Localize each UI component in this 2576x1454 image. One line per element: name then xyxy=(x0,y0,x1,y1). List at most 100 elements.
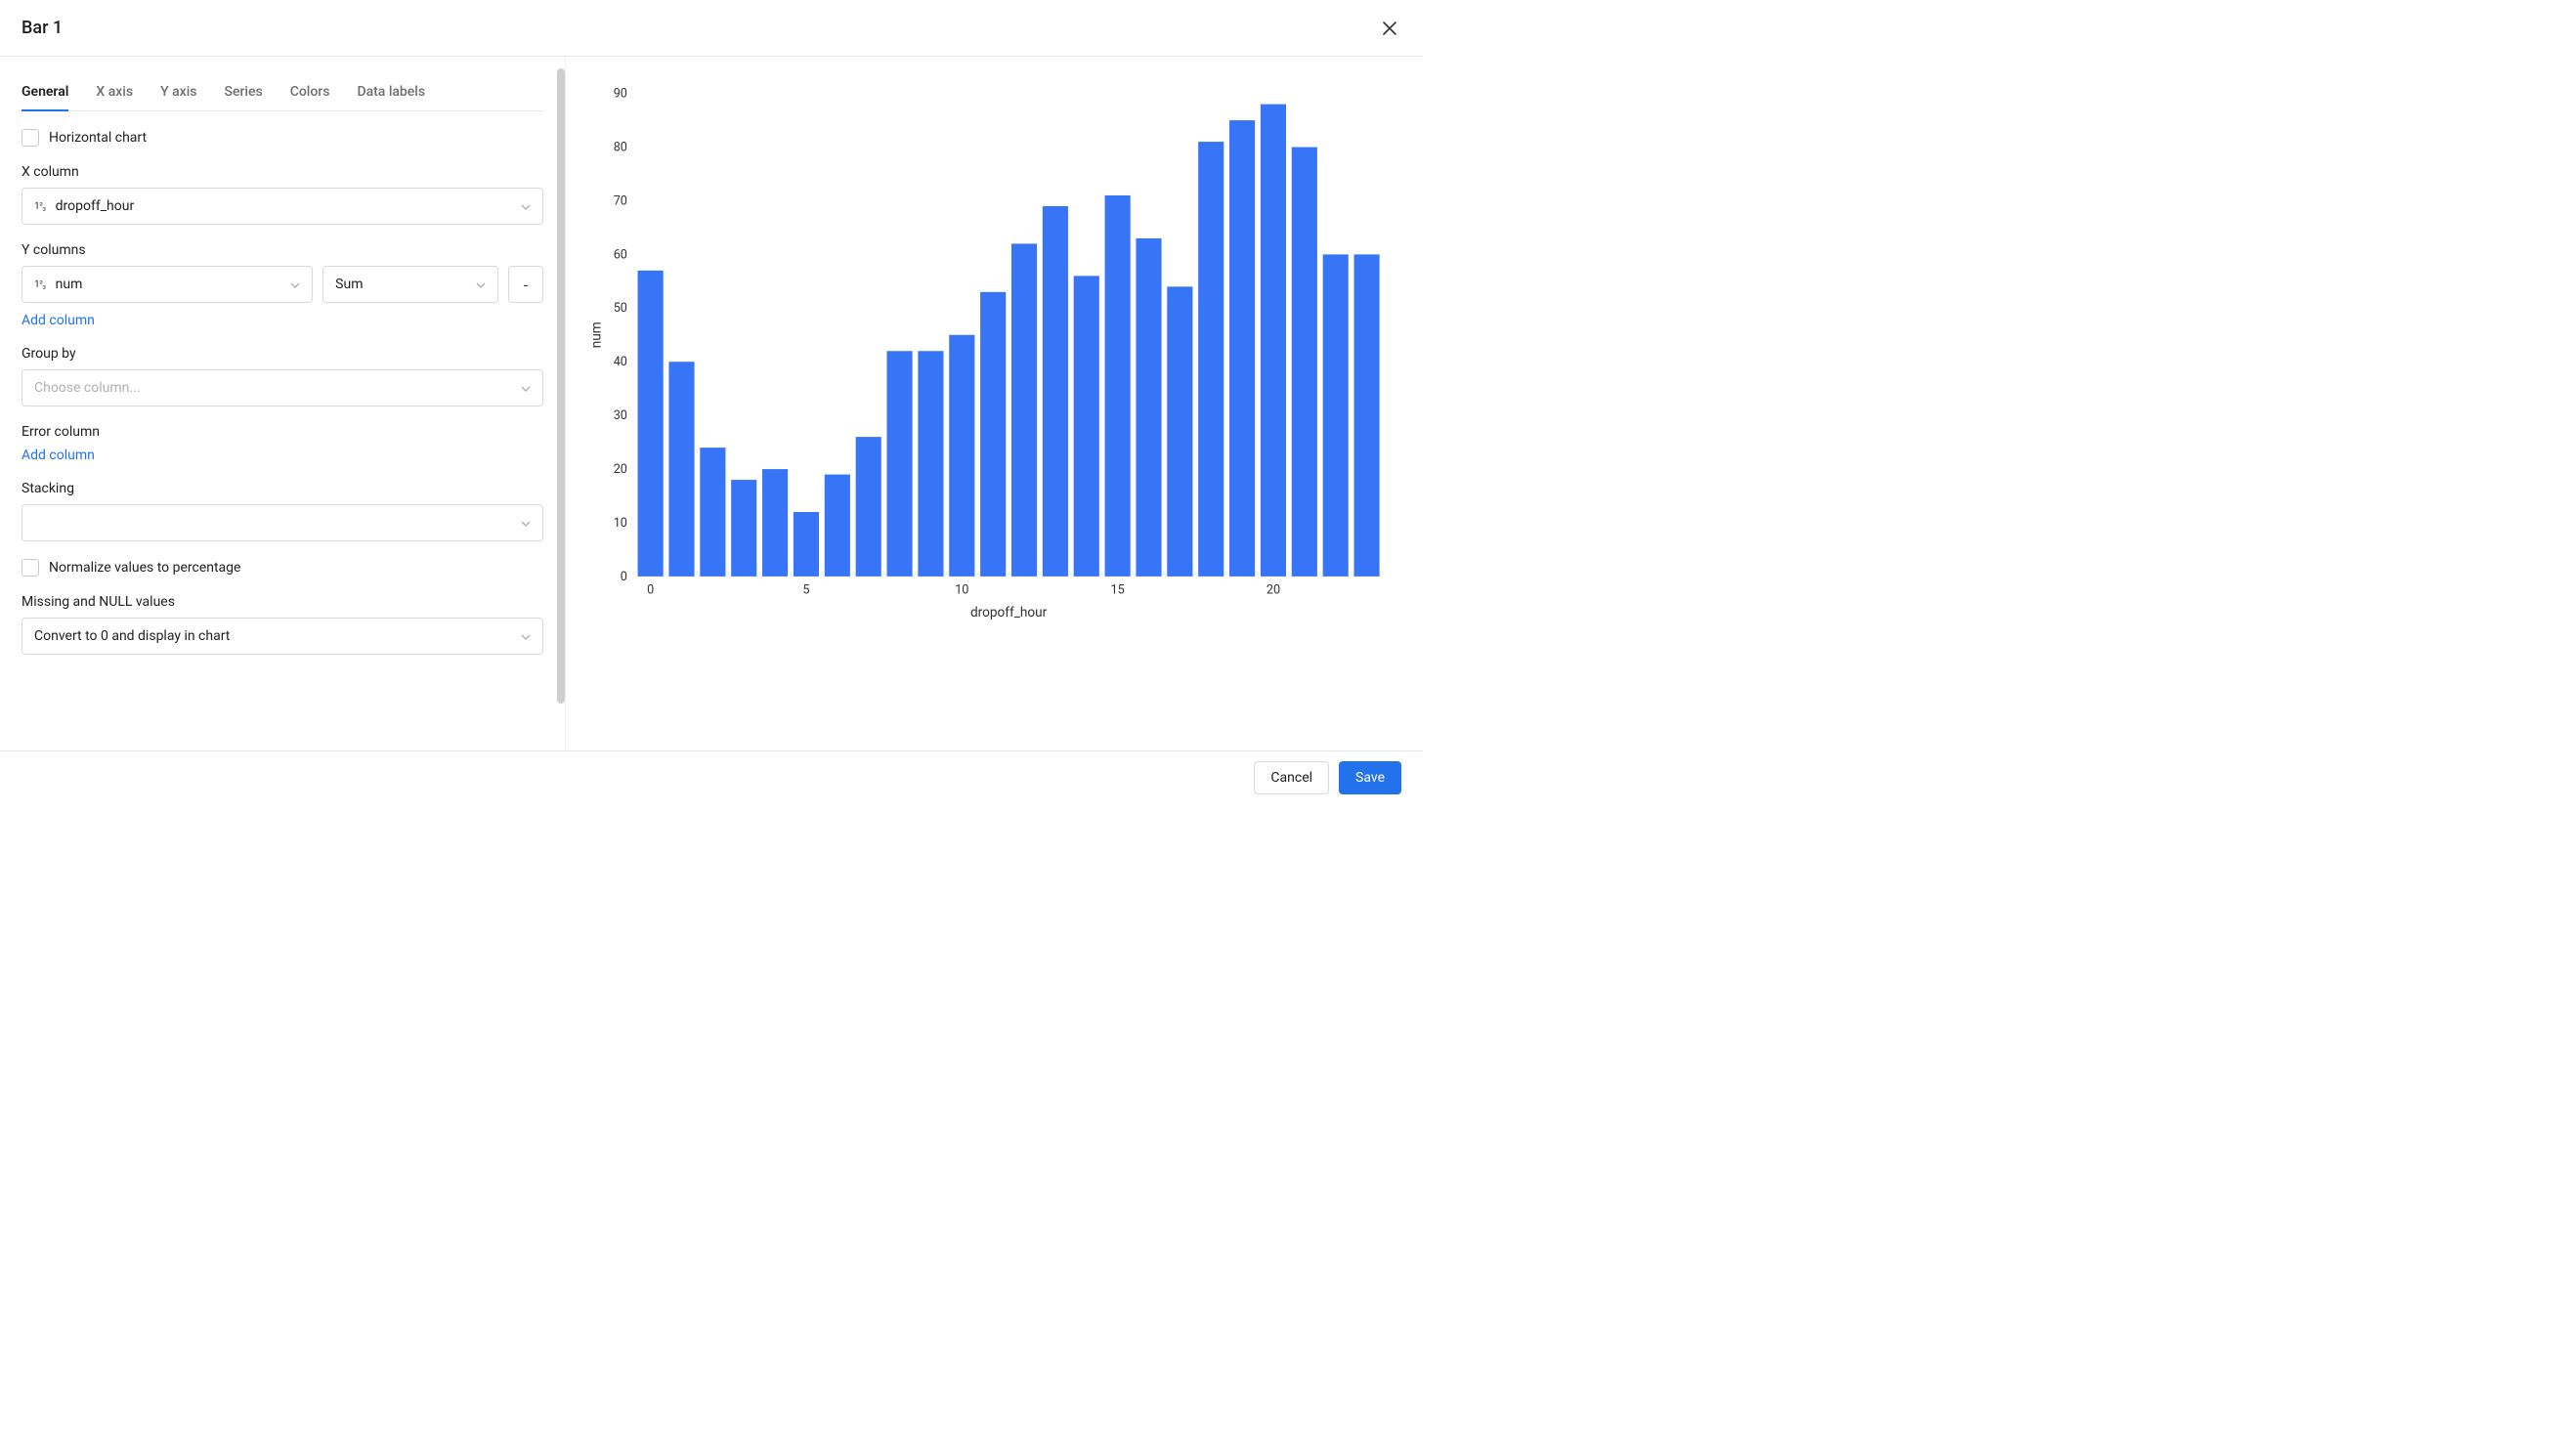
error-column-label: Error column xyxy=(21,424,543,440)
bar xyxy=(1323,254,1349,577)
normalize-checkbox[interactable] xyxy=(21,559,39,577)
bar xyxy=(731,480,756,577)
bar xyxy=(918,351,943,577)
tab-general[interactable]: General xyxy=(21,76,68,111)
missing-null-select[interactable]: Convert to 0 and display in chart xyxy=(21,618,543,655)
chart-area: 0 10 20 30 40 50 60 70 80 90 0 5 10 15 20 dropoff_hour n… xyxy=(589,80,1399,750)
dialog-header: Bar 1 xyxy=(0,0,1423,57)
x-column-label: X column xyxy=(21,164,543,180)
bar xyxy=(1011,243,1037,577)
x-column-row: X column 1²₃ dropoff_hour xyxy=(21,164,543,225)
y-column-select[interactable]: 1²₃ num xyxy=(21,266,313,303)
dialog-footer: Cancel Save xyxy=(0,750,1423,803)
svg-text:dropoff_hour: dropoff_hour xyxy=(970,605,1048,620)
close-icon[interactable] xyxy=(1378,17,1401,40)
svg-text:80: 80 xyxy=(614,140,627,154)
normalize-label: Normalize values to percentage xyxy=(49,560,240,576)
y-column-value: num xyxy=(56,277,83,292)
x-column-select[interactable]: 1²₃ dropoff_hour xyxy=(21,188,543,225)
svg-text:0: 0 xyxy=(647,582,654,597)
bar xyxy=(886,351,912,577)
bar xyxy=(1136,238,1161,577)
bar xyxy=(825,475,850,577)
missing-null-label: Missing and NULL values xyxy=(21,594,543,610)
bar xyxy=(700,448,725,577)
horizontal-chart-row[interactable]: Horizontal chart xyxy=(21,129,543,147)
horizontal-chart-checkbox[interactable] xyxy=(21,129,39,147)
group-by-row: Group by Choose column... xyxy=(21,346,543,406)
add-y-column-link[interactable]: Add column xyxy=(21,313,95,328)
tab-colors[interactable]: Colors xyxy=(290,76,330,111)
svg-text:50: 50 xyxy=(614,301,627,316)
bar xyxy=(762,469,788,577)
bar xyxy=(949,335,974,577)
bar xyxy=(1353,254,1379,577)
tab-x-axis[interactable]: X axis xyxy=(96,76,133,111)
bar xyxy=(980,292,1006,577)
normalize-row[interactable]: Normalize values to percentage xyxy=(21,559,543,577)
chevron-down-icon xyxy=(521,381,531,395)
remove-y-column-button[interactable]: - xyxy=(508,266,543,303)
stacking-label: Stacking xyxy=(21,481,543,496)
bar xyxy=(668,362,694,577)
bar xyxy=(1105,195,1131,577)
svg-text:40: 40 xyxy=(614,355,627,369)
horizontal-chart-label: Horizontal chart xyxy=(49,130,147,146)
chevron-down-icon xyxy=(521,516,531,530)
scrollbar[interactable] xyxy=(557,68,565,704)
svg-text:15: 15 xyxy=(1111,582,1125,597)
svg-text:70: 70 xyxy=(614,193,627,208)
chart-panel: 0 10 20 30 40 50 60 70 80 90 0 5 10 15 20 dropoff_hour n… xyxy=(565,57,1423,750)
cancel-button[interactable]: Cancel xyxy=(1254,761,1329,794)
bar xyxy=(638,271,664,577)
svg-text:60: 60 xyxy=(614,247,627,262)
chevron-down-icon xyxy=(476,278,486,291)
bar xyxy=(1043,206,1068,577)
chevron-down-icon xyxy=(521,629,531,643)
bar xyxy=(794,512,819,577)
numeric-type-icon: 1²₃ xyxy=(34,201,46,212)
dialog-title: Bar 1 xyxy=(21,18,63,38)
numeric-type-icon: 1²₃ xyxy=(34,279,46,290)
config-tabs: General X axis Y axis Series Colors Data labe… xyxy=(21,76,543,111)
group-by-select[interactable]: Choose column... xyxy=(21,369,543,406)
missing-null-row: Missing and NULL values Convert to 0 and… xyxy=(21,594,543,655)
bar xyxy=(1229,120,1255,577)
stacking-select[interactable] xyxy=(21,504,543,541)
missing-null-value: Convert to 0 and display in chart xyxy=(34,628,230,644)
y-columns-row: Y columns 1²₃ num Sum xyxy=(21,242,543,328)
bar xyxy=(1167,286,1192,577)
svg-text:20: 20 xyxy=(1267,582,1280,597)
y-agg-value: Sum xyxy=(335,277,363,292)
x-column-value: dropoff_hour xyxy=(56,198,135,214)
chevron-down-icon xyxy=(521,199,531,213)
dialog-body: General X axis Y axis Series Colors Data labe… xyxy=(0,57,1423,750)
tab-y-axis[interactable]: Y axis xyxy=(160,76,196,111)
svg-text:30: 30 xyxy=(614,408,627,423)
config-panel: General X axis Y axis Series Colors Data labe… xyxy=(0,57,565,750)
svg-text:num: num xyxy=(589,321,605,348)
bar xyxy=(1198,142,1224,577)
svg-text:0: 0 xyxy=(621,570,627,584)
add-error-column-link[interactable]: Add column xyxy=(21,448,95,463)
stacking-row: Stacking xyxy=(21,481,543,541)
svg-text:5: 5 xyxy=(802,582,809,597)
bar-chart: 0 10 20 30 40 50 60 70 80 90 0 5 10 15 20 dropoff_hour n… xyxy=(589,80,1399,750)
y-agg-select[interactable]: Sum xyxy=(322,266,498,303)
bar xyxy=(1261,105,1286,577)
svg-text:90: 90 xyxy=(614,87,627,102)
y-columns-label: Y columns xyxy=(21,242,543,258)
group-by-placeholder: Choose column... xyxy=(34,380,140,396)
chevron-down-icon xyxy=(290,278,300,291)
bar xyxy=(1074,276,1099,577)
bar xyxy=(1292,148,1317,577)
error-column-row: Error column Add column xyxy=(21,424,543,463)
tab-data-labels[interactable]: Data labels xyxy=(357,76,425,111)
group-by-label: Group by xyxy=(21,346,543,362)
svg-text:20: 20 xyxy=(614,462,627,477)
bar xyxy=(856,437,881,577)
tab-series[interactable]: Series xyxy=(224,76,262,111)
svg-text:10: 10 xyxy=(955,582,968,597)
save-button[interactable]: Save xyxy=(1339,761,1401,794)
svg-text:10: 10 xyxy=(614,516,627,531)
